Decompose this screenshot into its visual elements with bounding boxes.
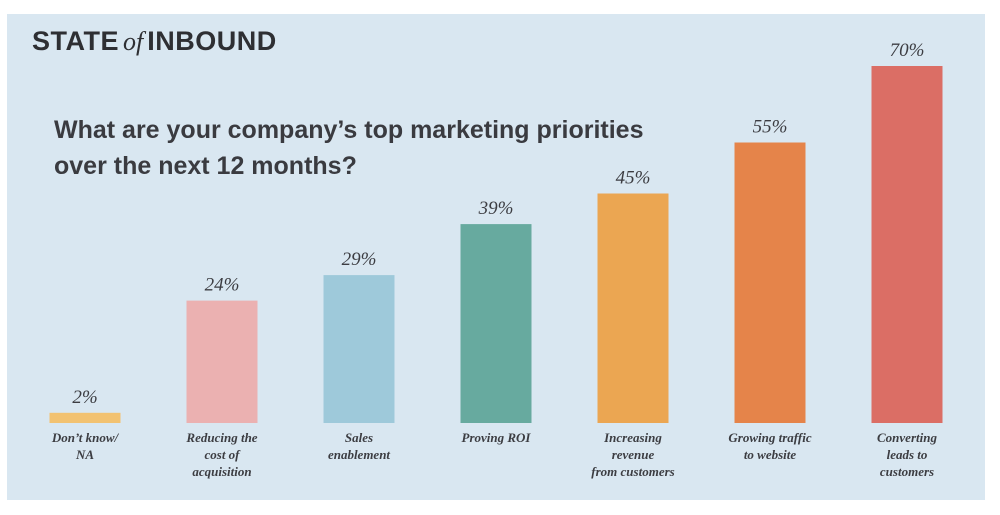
category-label: Don’t know/NA: [51, 430, 120, 462]
bar: [460, 224, 532, 423]
category-label: Sales enablement: [328, 430, 390, 462]
category-label-line: customers: [880, 464, 934, 479]
category-label: Reducing the cost of acquisition: [185, 430, 257, 479]
brand-state: STATE: [32, 26, 119, 56]
category-label-line: revenue: [612, 447, 655, 462]
bar: [186, 300, 258, 423]
bar: [734, 142, 806, 423]
category-label: Growing traffic to website: [728, 430, 811, 462]
chart-title: What are your company’s top marketing pr…: [54, 116, 644, 180]
bar: [597, 193, 669, 423]
category-label-line: cost of: [204, 447, 241, 462]
bar-value-label: 29%: [342, 249, 377, 270]
bar-value-label: 70%: [890, 40, 925, 61]
category-label-line: Don’t know/: [51, 430, 120, 445]
brand-logo: STATE of INBOUND: [32, 26, 277, 57]
bar-value-label: 39%: [478, 198, 514, 219]
bar-value-label: 2%: [72, 387, 97, 408]
category-label-line: leads to: [887, 447, 928, 462]
category-label: Converting leads to customers: [877, 430, 937, 479]
bar: [871, 66, 943, 423]
category-label-line: from customers: [591, 464, 674, 479]
category-label-line: NA: [75, 447, 94, 462]
bar-value-label: 55%: [753, 117, 788, 138]
brand-inbound: INBOUND: [147, 26, 277, 56]
bar: [323, 275, 395, 423]
category-label-line: to website: [744, 447, 797, 462]
bar-value-label: 24%: [205, 275, 240, 296]
category-label-line: Increasing: [603, 430, 662, 445]
category-label: Increasing revenue from customers: [591, 430, 674, 479]
category-label-line: acquisition: [192, 464, 251, 479]
bar-value-label: 45%: [616, 168, 651, 189]
brand-of: of: [123, 27, 144, 56]
category-label-line: Converting: [877, 430, 937, 445]
category-label-line: Reducing the: [185, 430, 257, 445]
category-label-line: Sales: [345, 430, 373, 445]
category-label-line: Growing traffic: [728, 430, 811, 445]
category-label: Proving ROI: [462, 430, 532, 445]
bar: [49, 412, 121, 423]
category-label-line: enablement: [328, 447, 390, 462]
category-label-line: Proving ROI: [462, 430, 532, 445]
